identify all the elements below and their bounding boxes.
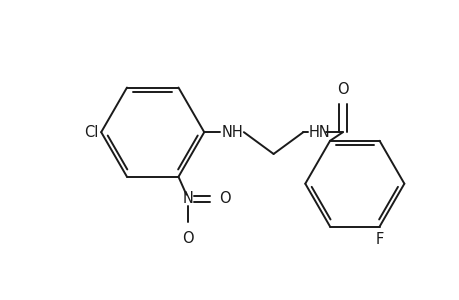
Text: Cl: Cl [84, 125, 98, 140]
Text: N: N [183, 191, 193, 206]
Text: O: O [336, 82, 348, 97]
Text: HN: HN [308, 125, 329, 140]
Text: O: O [218, 191, 230, 206]
Text: NH: NH [222, 125, 243, 140]
Text: F: F [375, 232, 383, 247]
Text: O: O [182, 231, 194, 246]
